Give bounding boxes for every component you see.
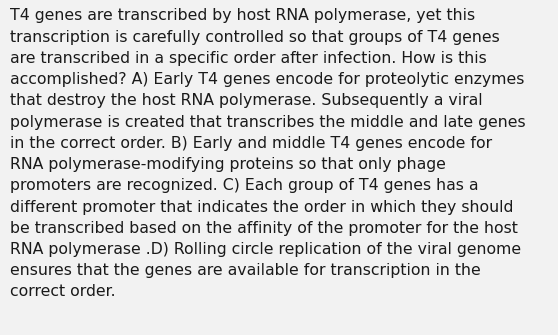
Text: T4 genes are transcribed by host RNA polymerase, yet this
transcription is caref: T4 genes are transcribed by host RNA pol… (10, 8, 526, 299)
